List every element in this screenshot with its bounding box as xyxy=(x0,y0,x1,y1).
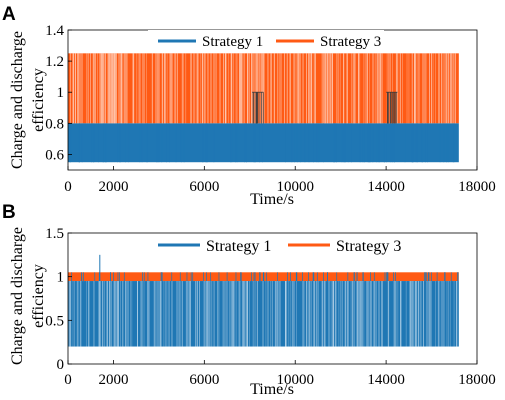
y-tick-label: 1.2 xyxy=(45,54,64,70)
y-tick-label: 1.5 xyxy=(45,226,64,242)
x-tick-label: 6000 xyxy=(189,372,219,388)
legend-label-strategy-3: Strategy 3 xyxy=(336,238,401,255)
y-axis-label-a-line-1: Charge and discharge xyxy=(9,31,26,169)
x-tick-label: 18000 xyxy=(458,179,496,195)
x-tick-label: 14000 xyxy=(367,372,405,388)
panel-letter-b: B xyxy=(2,202,16,223)
x-tick-label: 10000 xyxy=(276,179,314,195)
x-axis-label-b: Time/s xyxy=(250,381,294,398)
x-tick-label: 18000 xyxy=(458,372,496,388)
x-tick-label: 0 xyxy=(64,372,72,388)
plot-area-b xyxy=(67,254,459,347)
x-tick-label: 0 xyxy=(64,179,72,195)
y-axis-label-b-line-1: Charge and discharge xyxy=(9,227,26,365)
tick-labels-b: 0 2000 6000 10000 14000 18000 0 0.5 1 1.5 xyxy=(45,226,496,388)
y-axis-label-b-line-2: efficiency xyxy=(30,264,47,328)
x-tick-label: 2000 xyxy=(98,179,128,195)
y-axis-label-a-line-2: efficiency xyxy=(30,68,47,132)
y-tick-label: 0 xyxy=(57,357,65,373)
y-tick-label: 1 xyxy=(57,270,65,286)
x-tick-label: 2000 xyxy=(98,372,128,388)
legend-label-strategy-3: Strategy 3 xyxy=(320,34,381,50)
legend-a: Strategy 1 Strategy 3 xyxy=(148,30,384,52)
plot-area-a xyxy=(67,53,459,163)
panel-letter-a: A xyxy=(2,4,16,25)
series-switching-lines xyxy=(67,53,456,163)
panel-a: A 0 2000 6000 10000 14000 180000.60.811.21.4 … xyxy=(2,4,496,208)
y-tick-label: 0.6 xyxy=(45,147,64,163)
legend-box-b xyxy=(150,234,410,256)
series-strategy-1-band xyxy=(68,123,459,163)
y-tick-label: 0.5 xyxy=(45,313,64,329)
x-tick-label: 10000 xyxy=(276,372,314,388)
y-tick-label: 1 xyxy=(57,85,65,101)
y-tick-label: 0.8 xyxy=(45,116,64,132)
x-tick-label: 14000 xyxy=(367,179,405,195)
axes-frame-b xyxy=(67,232,478,365)
tick-labels-a: 0 2000 6000 10000 14000 18000 0.6 0.8 1 1.2 1.4 xyxy=(45,23,496,195)
legend-box-a xyxy=(148,30,384,52)
x-axis-label-a: Time/s xyxy=(250,191,294,208)
legend-b: Strategy 1 Strategy 3 xyxy=(150,234,410,256)
y-tick-label: 1.4 xyxy=(45,23,64,39)
panel-b: B 0 2000 6000 10000 14000 18000 0 0.5 1 1.5 Time/… xyxy=(2,202,496,398)
legend-label-strategy-1: Strategy 1 xyxy=(206,238,271,255)
legend-label-strategy-1: Strategy 1 xyxy=(202,34,263,50)
x-tick-label: 6000 xyxy=(189,179,219,195)
